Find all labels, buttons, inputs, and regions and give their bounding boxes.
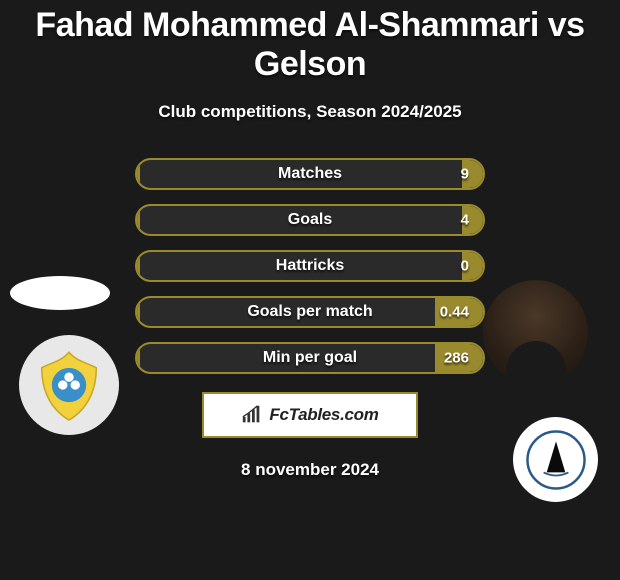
- stat-fill-left: [137, 160, 140, 188]
- club-right-crest: [513, 417, 598, 502]
- brand-text: FcTables.com: [269, 405, 378, 425]
- stat-row: Matches 9: [135, 158, 485, 190]
- bar-chart-icon: [241, 405, 263, 425]
- stat-fill-left: [137, 206, 140, 234]
- stat-value-right: 9: [461, 166, 469, 183]
- crest-right-icon: [525, 429, 587, 491]
- club-left-crest: [19, 335, 119, 435]
- player-left-avatar: [10, 276, 110, 310]
- stat-fill-left: [137, 298, 140, 326]
- stat-row: Min per goal 286: [135, 342, 485, 374]
- stat-fill-left: [137, 252, 140, 280]
- stat-value-right: 286: [444, 350, 469, 367]
- stat-label: Goals per match: [247, 303, 372, 321]
- stat-label: Hattricks: [276, 257, 344, 275]
- stat-fill-left: [137, 344, 140, 372]
- stat-value-right: 0.44: [440, 304, 469, 321]
- stat-value-right: 4: [461, 212, 469, 229]
- subtitle: Club competitions, Season 2024/2025: [0, 102, 620, 122]
- brand-box[interactable]: FcTables.com: [202, 392, 418, 438]
- crest-left-icon: [30, 346, 108, 424]
- stats-container: Matches 9 Goals 4 Hattricks 0 Goals per …: [0, 158, 620, 374]
- page-title: Fahad Mohammed Al-Shammari vs Gelson: [0, 0, 620, 84]
- stat-label: Matches: [278, 165, 342, 183]
- stat-row: Goals 4: [135, 204, 485, 236]
- stat-row: Goals per match 0.44: [135, 296, 485, 328]
- stat-label: Min per goal: [263, 349, 357, 367]
- stat-label: Goals: [288, 211, 332, 229]
- player-right-avatar: [483, 280, 588, 385]
- stat-value-right: 0: [461, 258, 469, 275]
- stat-row: Hattricks 0: [135, 250, 485, 282]
